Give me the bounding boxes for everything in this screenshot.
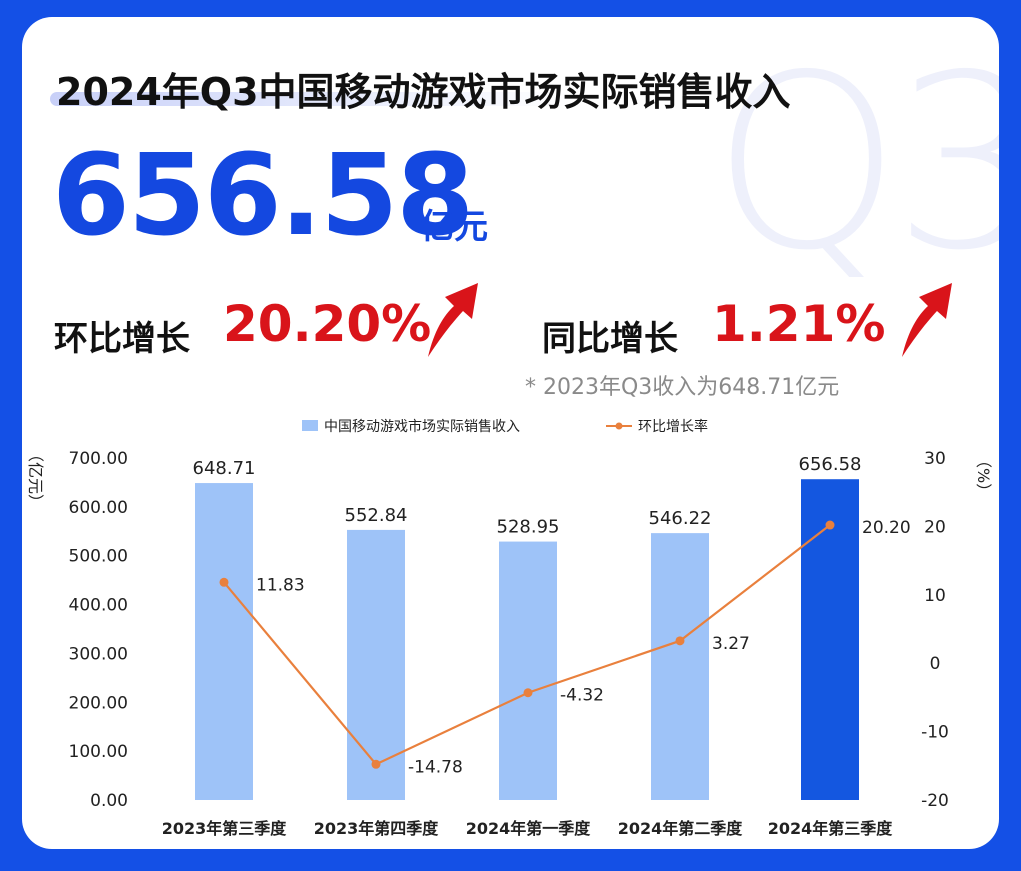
headline-revenue-value: 656.58	[52, 131, 474, 261]
growth-rate-point	[371, 759, 381, 769]
bar	[801, 479, 859, 800]
category-axis: 2023年第三季度 2023年第四季度 2024年第一季度 2024年第二季度 2024…	[162, 819, 894, 838]
chart-legend: 中国移动游戏市场实际销售收入 环比增长率	[302, 418, 708, 435]
left-axis-tick: 300.00	[69, 644, 128, 664]
bar-value-label: 656.58	[799, 454, 862, 475]
category-label: 2023年第三季度	[162, 819, 288, 838]
right-axis: -20 -10 0 10 20 30 （%）	[921, 449, 993, 811]
title-highlight	[50, 92, 570, 106]
qoq-growth-label: 环比增长	[54, 319, 190, 359]
growth-rate-point	[675, 636, 685, 646]
legend-line-label: 环比增长率	[638, 418, 708, 435]
right-axis-tick: -10	[921, 723, 949, 743]
growth-rate-point	[219, 577, 229, 587]
left-axis-unit: （亿元）	[26, 446, 45, 510]
bar	[195, 483, 253, 800]
bar-value-label: 648.71	[193, 458, 256, 479]
left-axis-tick: 200.00	[69, 693, 128, 713]
right-axis-tick: 30	[924, 449, 946, 469]
left-axis-tick: 700.00	[69, 449, 128, 469]
left-axis: 0.00 100.00 200.00 300.00 400.00 500.00 600.00…	[26, 446, 128, 811]
growth-rate-point	[825, 520, 835, 530]
right-axis-unit: （%）	[974, 452, 993, 499]
left-axis-tick: 600.00	[69, 498, 128, 518]
headline-revenue-unit: 亿元	[420, 207, 488, 247]
arrow-up-icon	[428, 283, 478, 357]
growth-rate-label: 3.27	[712, 634, 750, 654]
right-axis-tick: 0	[930, 654, 941, 674]
right-axis-tick: 20	[924, 517, 946, 537]
legend-bar-label: 中国移动游戏市场实际销售收入	[324, 418, 520, 435]
growth-rate-label: 20.20	[862, 518, 911, 538]
growth-rate-label: -4.32	[560, 686, 604, 706]
left-axis-tick: 400.00	[69, 596, 128, 616]
yoy-growth-value: 1.21%	[712, 295, 886, 353]
bar	[347, 529, 405, 800]
right-axis-tick: -20	[921, 791, 949, 811]
bar	[651, 533, 709, 800]
growth-rate-label: 11.83	[256, 575, 305, 595]
legend-bar-swatch	[302, 420, 318, 431]
growth-rate-label: -14.78	[408, 757, 463, 777]
bar-value-label: 546.22	[649, 508, 712, 529]
bar	[499, 541, 557, 800]
left-axis-tick: 100.00	[69, 742, 128, 762]
line-series: 11.83 -14.78 -4.32 3.27 20.20	[219, 518, 911, 777]
category-label: 2024年第一季度	[466, 819, 592, 838]
left-axis-tick: 500.00	[69, 547, 128, 567]
bar-value-label: 552.84	[345, 505, 408, 526]
category-label: 2024年第二季度	[618, 819, 744, 838]
left-axis-tick: 0.00	[90, 791, 128, 811]
q3-watermark: Q3	[712, 23, 999, 303]
yoy-growth-label: 同比增长	[542, 319, 678, 359]
bar-series: 648.71 552.84 528.95 546.22 656.58	[193, 454, 862, 800]
summary-card: Q3 2024年Q3中国移动游戏市场实际销售收入 656.58 亿元 环比增长 …	[22, 17, 999, 849]
right-axis-tick: 10	[924, 586, 946, 606]
arrow-up-icon	[902, 283, 952, 357]
category-label: 2023年第四季度	[314, 819, 440, 838]
page-title: 2024年Q3中国移动游戏市场实际销售收入	[56, 70, 791, 114]
bar-value-label: 528.95	[497, 517, 560, 538]
growth-rate-point	[523, 688, 533, 698]
footnote: * 2023年Q3收入为648.71亿元	[525, 375, 840, 400]
category-label: 2024年第三季度	[768, 819, 894, 838]
qoq-growth-value: 20.20%	[223, 295, 432, 353]
legend-line-marker	[615, 422, 623, 430]
